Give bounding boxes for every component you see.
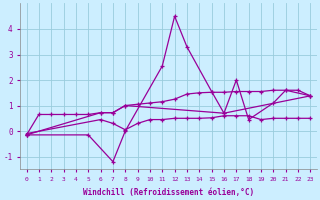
- X-axis label: Windchill (Refroidissement éolien,°C): Windchill (Refroidissement éolien,°C): [83, 188, 254, 197]
